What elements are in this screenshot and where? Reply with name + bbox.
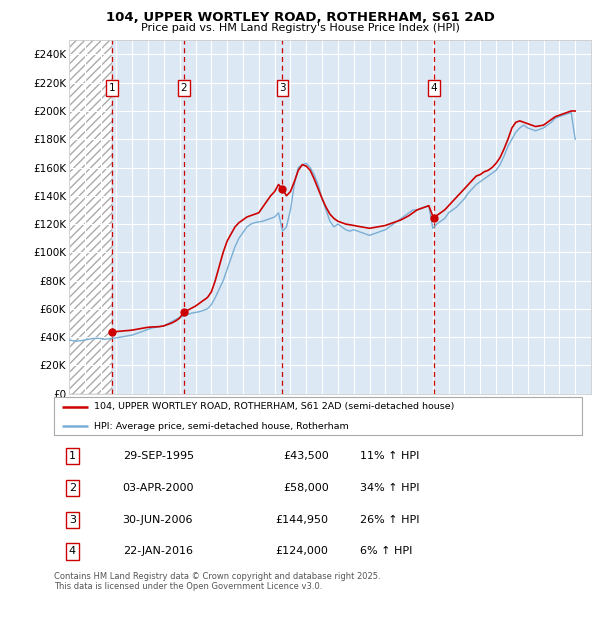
Text: 1: 1: [69, 451, 76, 461]
Text: 2: 2: [69, 483, 76, 493]
Text: 3: 3: [279, 83, 286, 93]
Text: 26% ↑ HPI: 26% ↑ HPI: [360, 515, 420, 525]
Text: 3: 3: [69, 515, 76, 525]
Text: 4: 4: [430, 83, 437, 93]
Text: HPI: Average price, semi-detached house, Rotherham: HPI: Average price, semi-detached house,…: [94, 422, 349, 430]
Text: £124,000: £124,000: [275, 546, 329, 556]
Text: Contains HM Land Registry data © Crown copyright and database right 2025.
This d: Contains HM Land Registry data © Crown c…: [54, 572, 380, 591]
Text: £144,950: £144,950: [275, 515, 329, 525]
FancyBboxPatch shape: [54, 397, 582, 435]
Text: 4: 4: [69, 546, 76, 556]
Text: 104, UPPER WORTLEY ROAD, ROTHERHAM, S61 2AD: 104, UPPER WORTLEY ROAD, ROTHERHAM, S61 …: [106, 11, 494, 24]
Text: 11% ↑ HPI: 11% ↑ HPI: [360, 451, 419, 461]
Text: 29-SEP-1995: 29-SEP-1995: [122, 451, 194, 461]
Text: 03-APR-2000: 03-APR-2000: [122, 483, 194, 493]
Bar: [69, 40, 112, 394]
Text: Price paid vs. HM Land Registry's House Price Index (HPI): Price paid vs. HM Land Registry's House …: [140, 23, 460, 33]
Text: £58,000: £58,000: [283, 483, 329, 493]
Text: 104, UPPER WORTLEY ROAD, ROTHERHAM, S61 2AD (semi-detached house): 104, UPPER WORTLEY ROAD, ROTHERHAM, S61 …: [94, 402, 454, 411]
Text: 2: 2: [181, 83, 187, 93]
Text: 22-JAN-2016: 22-JAN-2016: [122, 546, 193, 556]
Text: 30-JUN-2006: 30-JUN-2006: [122, 515, 193, 525]
Text: 1: 1: [109, 83, 116, 93]
Text: £43,500: £43,500: [283, 451, 329, 461]
Text: 34% ↑ HPI: 34% ↑ HPI: [360, 483, 420, 493]
Text: 6% ↑ HPI: 6% ↑ HPI: [360, 546, 413, 556]
